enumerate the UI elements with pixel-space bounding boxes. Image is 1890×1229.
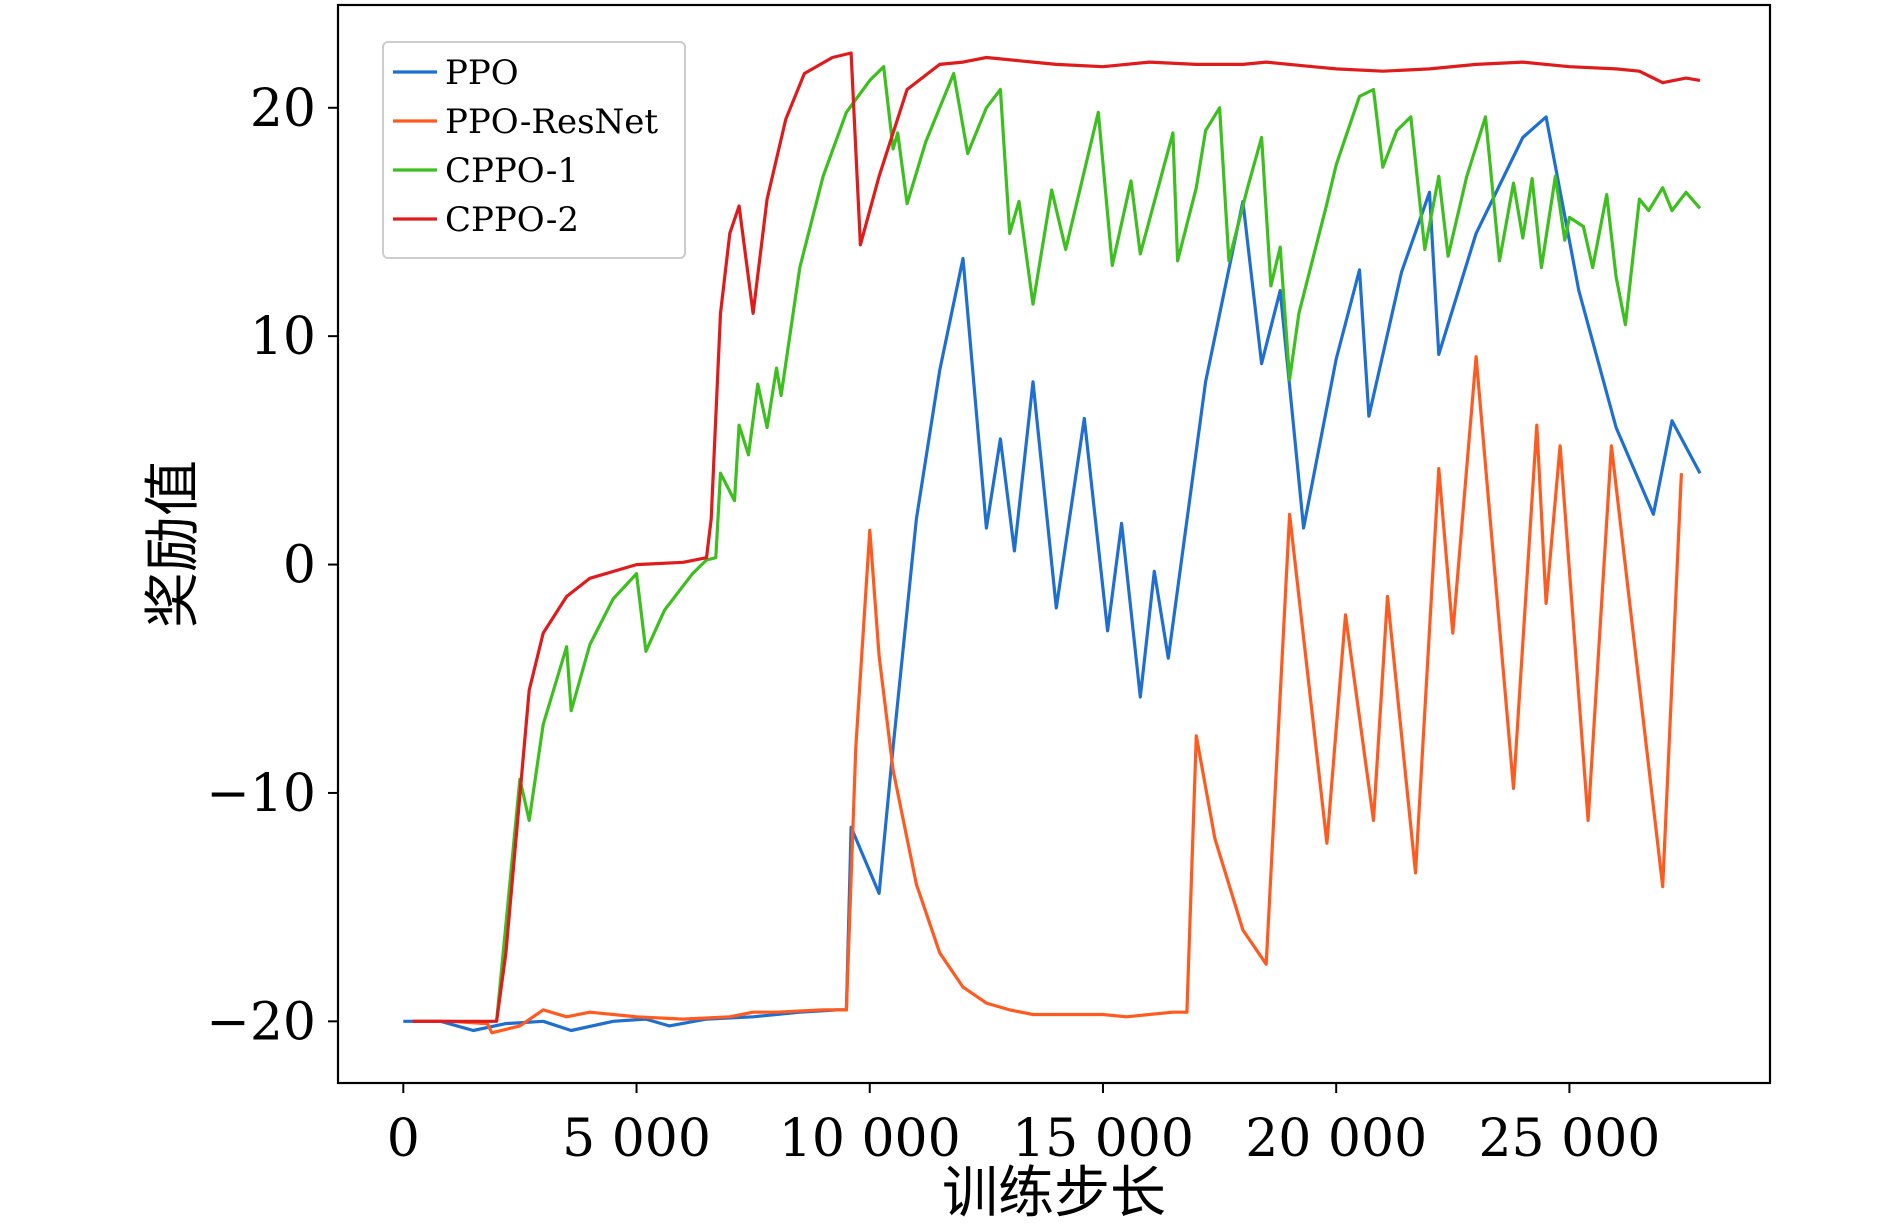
series-line-ppo-resnet [412,355,1683,1035]
y-tick-label: 0 [283,536,316,596]
y-tick-label: −20 [206,992,316,1052]
legend-label: PPO [445,53,519,93]
y-axis-title: 奖励值 [141,460,206,628]
x-tick-label: 15 000 [1012,1109,1194,1169]
x-tick-label: 10 000 [779,1109,961,1169]
legend-label: CPPO-1 [445,151,579,191]
legend: PPO PPO-ResNet CPPO-1 CPPO-2 [382,41,686,259]
legend-box [382,41,686,259]
y-tick-label: −10 [206,764,316,824]
legend-label: PPO-ResNet [445,102,658,142]
series-line-cppo-1 [495,65,1702,1022]
x-axis-title: 训练步长 [942,1161,1166,1226]
plot-frame [336,3,1772,1085]
y-tick-label: 20 [250,79,316,139]
y-tick-label: 10 [250,307,316,367]
series-line-cppo-2 [412,51,1701,1023]
series-layer [403,51,1702,1035]
series-line-ppo [403,115,1702,1033]
x-tick-label: 5 000 [562,1109,711,1169]
x-tick-label: 25 000 [1478,1109,1660,1169]
x-tick-label: 0 [387,1109,420,1169]
x-tick-label: 20 000 [1245,1109,1427,1169]
tick-layer: 0 5 000 10 000 15 000 20 000 25 000 −20 −10 0 10 2… [206,79,1660,1169]
legend-label: CPPO-2 [445,200,579,240]
